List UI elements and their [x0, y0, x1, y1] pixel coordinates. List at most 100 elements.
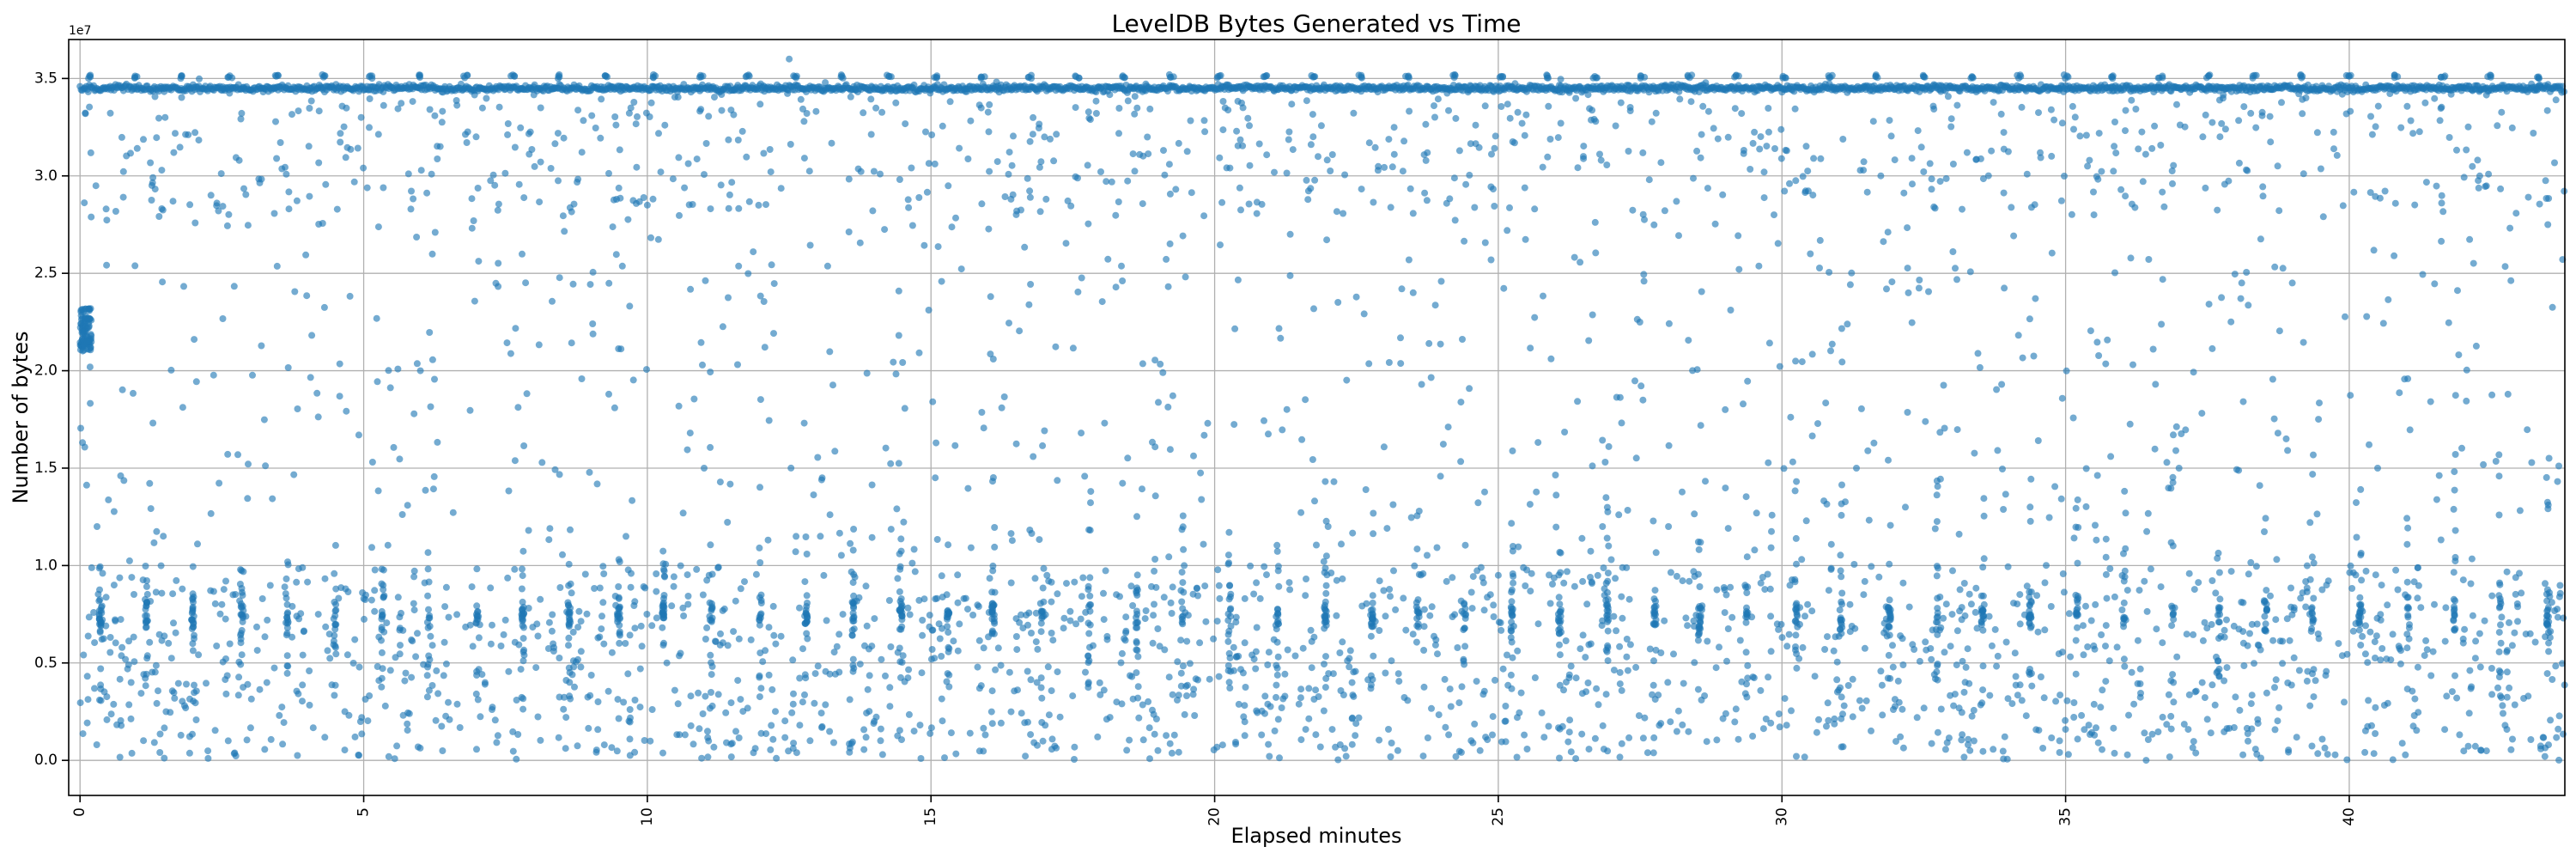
data-point — [189, 616, 197, 624]
data-point — [2023, 170, 2031, 178]
data-point — [1774, 240, 1782, 247]
data-point — [1796, 604, 1804, 612]
data-point — [2274, 717, 2281, 725]
data-point — [734, 677, 742, 685]
data-point — [616, 558, 623, 565]
data-point — [1048, 735, 1056, 743]
data-point — [1458, 683, 1466, 691]
data-point — [1086, 574, 1094, 582]
data-point — [2087, 617, 2095, 624]
data-point — [2437, 536, 2445, 544]
data-point — [1380, 443, 1388, 451]
data-point — [368, 72, 376, 80]
data-point — [2263, 689, 2270, 697]
data-point — [1084, 586, 1092, 594]
data-point — [1170, 73, 1177, 81]
data-point — [1054, 590, 1061, 598]
data-point — [1916, 277, 1923, 283]
data-point — [380, 593, 387, 600]
data-point — [1133, 637, 1140, 645]
data-point — [2043, 562, 2050, 570]
data-point — [1886, 117, 1893, 125]
data-point — [474, 608, 481, 616]
data-point — [668, 602, 676, 610]
data-point — [1433, 544, 1441, 551]
data-point — [142, 682, 149, 690]
data-point — [1224, 631, 1232, 638]
data-point — [176, 143, 184, 151]
data-point — [1112, 211, 1120, 219]
data-point — [2422, 637, 2430, 644]
data-point — [1928, 740, 1935, 747]
data-point — [1315, 153, 1321, 161]
data-point — [601, 72, 609, 80]
data-point — [772, 708, 779, 716]
data-point — [1703, 738, 1710, 746]
data-point — [1032, 609, 1040, 617]
data-point — [1452, 114, 1460, 122]
data-point — [86, 363, 94, 371]
data-point — [1500, 284, 1508, 292]
data-point — [2347, 392, 2354, 399]
data-point — [1862, 697, 1870, 704]
data-point — [2026, 517, 2034, 525]
data-point — [2455, 351, 2463, 359]
data-point — [2216, 595, 2224, 603]
data-point — [2231, 271, 2239, 278]
data-point — [707, 541, 714, 549]
data-point — [750, 248, 757, 256]
data-point — [103, 716, 111, 723]
data-point — [1441, 675, 1449, 683]
data-point — [2122, 509, 2129, 517]
data-point — [1437, 472, 1444, 480]
data-point — [1084, 659, 1092, 667]
data-point — [848, 626, 856, 634]
data-point — [1595, 701, 1602, 709]
data-point — [1252, 665, 1260, 673]
data-point — [589, 268, 597, 276]
data-point — [1224, 637, 1232, 645]
data-point — [331, 541, 339, 549]
data-point — [1077, 615, 1084, 623]
data-point — [180, 283, 187, 290]
data-point — [633, 163, 641, 171]
data-point — [110, 508, 118, 515]
data-point — [1431, 102, 1437, 110]
data-point — [319, 220, 326, 227]
data-point — [1766, 585, 1774, 593]
data-point — [379, 611, 386, 618]
data-point — [1993, 386, 2001, 393]
data-point — [519, 635, 527, 643]
data-point — [1420, 623, 1428, 631]
data-point — [607, 86, 614, 93]
data-point — [137, 690, 145, 698]
data-point — [2099, 686, 2106, 694]
data-point — [1181, 562, 1188, 570]
data-point — [350, 178, 358, 186]
data-point — [1457, 458, 1465, 466]
data-point — [2026, 315, 2033, 323]
data-point — [1971, 608, 1979, 616]
data-point — [279, 740, 287, 748]
data-point — [716, 478, 724, 486]
data-point — [85, 75, 93, 82]
data-point — [2290, 654, 2298, 661]
data-point — [1339, 638, 1346, 646]
data-point — [1900, 189, 1908, 197]
data-point — [1744, 661, 1752, 669]
data-point — [845, 175, 853, 183]
data-point — [474, 185, 482, 192]
data-point — [2349, 627, 2357, 635]
data-point — [1461, 541, 1469, 549]
data-point — [756, 559, 764, 566]
data-point — [991, 588, 999, 596]
data-point — [1036, 208, 1044, 216]
data-point — [314, 413, 322, 421]
data-point — [2556, 582, 2564, 589]
data-point — [991, 524, 999, 531]
data-point — [240, 185, 247, 192]
data-point — [1960, 688, 1968, 696]
data-point — [428, 642, 436, 649]
data-point — [1920, 168, 1928, 175]
data-point — [2215, 569, 2223, 576]
